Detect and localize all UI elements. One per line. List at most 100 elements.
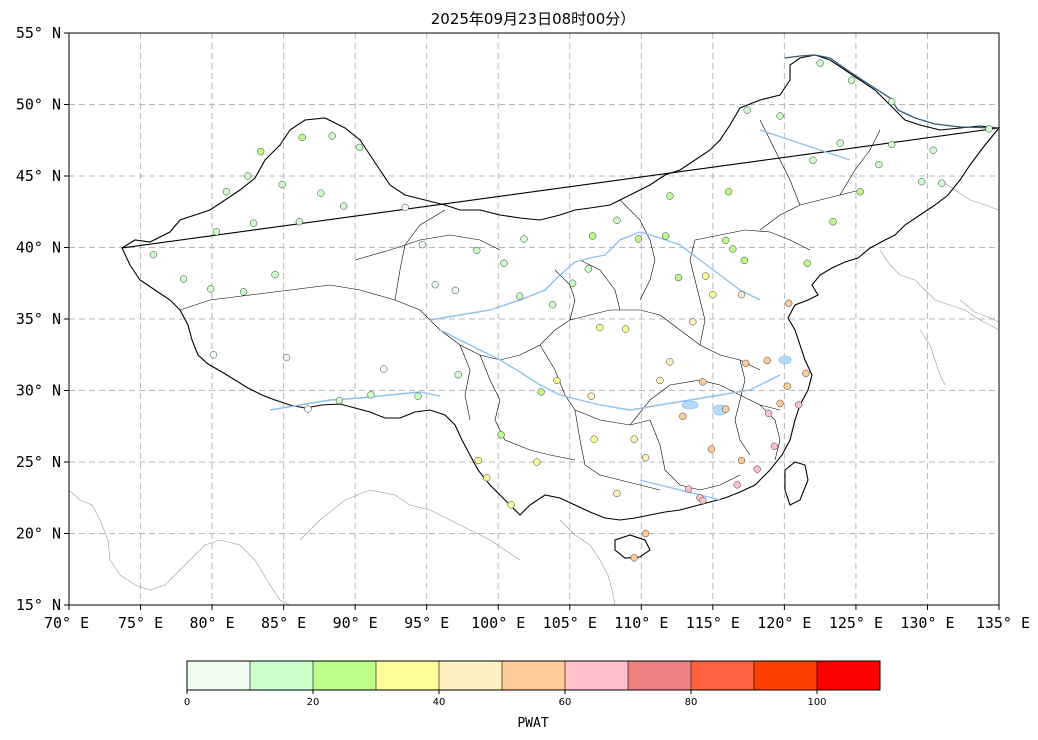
- station-marker: [985, 125, 993, 133]
- station-marker: [776, 399, 784, 408]
- lat-tick-label: 55° N: [16, 24, 61, 42]
- station-marker: [507, 501, 515, 509]
- station-marker: [222, 188, 231, 196]
- colorbar-segment: [313, 661, 376, 690]
- lon-tick-label: 75° E: [118, 614, 163, 632]
- station-marker: [244, 172, 252, 180]
- station-marker: [888, 97, 896, 106]
- station-marker: [856, 188, 864, 196]
- colorbar-tick-label: 20: [307, 697, 320, 708]
- station-marker: [737, 456, 746, 465]
- station-marker: [809, 156, 817, 164]
- station-marker: [401, 203, 409, 212]
- lat-tick-label: 45° N: [16, 167, 61, 185]
- station-marker: [473, 246, 481, 255]
- station-marker: [474, 456, 482, 465]
- station-marker: [630, 554, 638, 562]
- colorbar-segment: [691, 661, 754, 690]
- colorbar-segment: [250, 661, 313, 690]
- station-marker: [431, 281, 439, 289]
- station-marker: [454, 371, 462, 379]
- station-marker: [212, 228, 221, 236]
- lon-tick-label: 135° E: [976, 614, 1030, 632]
- station-marker: [918, 178, 926, 186]
- station-marker: [621, 325, 630, 333]
- station-marker: [770, 442, 779, 450]
- colorbar-label: PWAT: [517, 716, 548, 731]
- lon-tick-label: 105° E: [543, 614, 597, 632]
- station-marker: [613, 489, 621, 498]
- colorbar-frame: [186, 660, 881, 691]
- lon-tick-label: 115° E: [686, 614, 740, 632]
- station-marker: [179, 275, 188, 283]
- coastlines: [68, 179, 1000, 606]
- station-marker: [209, 351, 218, 359]
- station-marker: [763, 356, 771, 365]
- station-marker: [753, 465, 761, 473]
- station-marker: [795, 401, 803, 409]
- station-marker: [929, 146, 937, 154]
- station-marker: [584, 265, 593, 273]
- lat-tick-label: 15° N: [16, 596, 61, 614]
- station-marker: [656, 376, 664, 385]
- colorbar-segment: [817, 661, 880, 690]
- station-marker: [418, 240, 427, 249]
- station-marker: [802, 369, 810, 377]
- station-marker: [516, 292, 524, 300]
- station-marker: [666, 192, 674, 200]
- latitude-tick-labels: 15° N 20° N 25° N 30° N 35° N 40° N 45° N 50° N…: [16, 24, 69, 614]
- station-marker: [674, 273, 683, 282]
- station-marker: [689, 318, 697, 326]
- colorbar-tick-label: 0: [184, 697, 190, 708]
- station-marker: [355, 143, 364, 152]
- station-marker: [829, 218, 837, 226]
- station-marker: [724, 188, 733, 196]
- colorbar-segment: [502, 661, 565, 690]
- colorbar-segment: [565, 661, 628, 690]
- station-marker: [684, 485, 693, 493]
- station-marker: [304, 405, 312, 413]
- station-marker: [500, 259, 508, 267]
- colorbar-tick-label: 80: [685, 697, 698, 708]
- station-marker: [553, 376, 561, 385]
- station-marker: [661, 232, 670, 240]
- station-marker: [483, 474, 491, 482]
- map-title: 2025年09月23日08时00分）: [431, 10, 636, 28]
- station-marker: [722, 236, 730, 245]
- station-marker: [278, 180, 286, 189]
- colorbar-segment: [187, 661, 250, 690]
- lon-tick-label: 100° E: [471, 614, 525, 632]
- station-marker: [587, 392, 595, 400]
- station-marker: [743, 106, 751, 114]
- station-marker: [699, 378, 707, 386]
- colorbar-tick-label: 40: [433, 697, 446, 708]
- station-marker: [537, 388, 545, 396]
- station-marker: [764, 409, 773, 418]
- station-marker: [328, 132, 336, 140]
- pwat-colorbar: 0 20 40 60 80 100: [184, 660, 881, 708]
- station-marker: [149, 251, 158, 259]
- station-marker: [590, 435, 598, 443]
- station-marker: [847, 76, 856, 84]
- station-marker: [776, 112, 784, 120]
- lon-tick-label: 85° E: [261, 614, 306, 632]
- station-marker: [679, 412, 687, 420]
- station-marker: [317, 189, 325, 197]
- lon-tick-label: 110° E: [614, 614, 668, 632]
- lat-tick-label: 30° N: [16, 382, 61, 400]
- station-marker: [641, 529, 650, 538]
- lon-tick-label: 125° E: [829, 614, 883, 632]
- station-marker: [634, 235, 643, 243]
- station-marker: [783, 382, 791, 390]
- lat-tick-label: 20° N: [16, 525, 61, 543]
- station-marker: [630, 435, 638, 443]
- station-marker: [709, 291, 717, 299]
- lon-tick-label: 95° E: [404, 614, 449, 632]
- station-marker: [702, 272, 710, 280]
- station-marker: [589, 232, 597, 240]
- station-marker: [938, 179, 946, 187]
- station-marker: [497, 431, 505, 439]
- longitude-tick-labels: 70° E 75° E 80° E 85° E 90° E 95° E 100° E 105°…: [44, 605, 1030, 632]
- station-marker: [282, 353, 291, 362]
